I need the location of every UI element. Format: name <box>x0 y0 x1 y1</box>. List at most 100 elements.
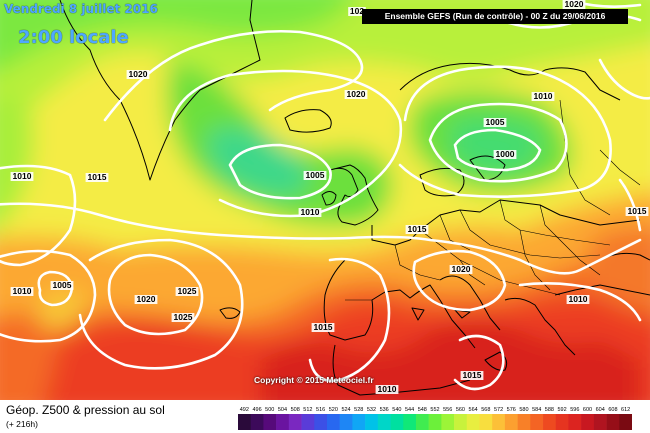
isobar-labels: 1020 1020 1010 1015 1005 1010 1005 1000 1010 1020… <box>10 0 649 394</box>
scale-swatch <box>276 414 290 430</box>
scale-swatch <box>454 414 468 430</box>
scale-tick-label: 528 <box>354 407 363 413</box>
scale-tick-label: 512 <box>303 407 312 413</box>
scale-swatch <box>314 414 328 430</box>
isobar-label-bg <box>375 385 399 394</box>
scale-tick-label: 532 <box>367 407 376 413</box>
scale-swatch <box>517 414 531 430</box>
isobar-label-bg <box>531 92 555 101</box>
scale-swatch <box>441 414 455 430</box>
isobar-label: 1015 <box>408 224 427 234</box>
scale-tick-label: 604 <box>596 407 605 413</box>
isobar-label-bg <box>493 150 517 159</box>
scale-tick-label: 520 <box>329 407 338 413</box>
isobar-label: 1005 <box>306 170 325 180</box>
isobar-label-bg <box>566 295 590 304</box>
isobar-label-bg <box>449 265 473 274</box>
copyright-notice: Copyright © 2015 Meteociel.fr <box>254 375 374 385</box>
color-scale: 492 496 500 504 508 512 516 520 524 528 532 536 540 5… <box>238 407 632 430</box>
scale-tick-label: 584 <box>532 407 541 413</box>
scale-tick-label: 592 <box>558 407 567 413</box>
geopotential-field <box>0 0 650 400</box>
isobar-label: 1000 <box>496 149 515 159</box>
isobar-label: 1015 <box>88 172 107 182</box>
scale-swatch <box>301 414 315 430</box>
scale-swatch <box>606 414 620 430</box>
scale-swatch <box>365 414 379 430</box>
isobar-label-bg <box>85 173 109 182</box>
isobar-label-bg <box>10 172 34 181</box>
scale-tick-label: 596 <box>570 407 579 413</box>
isobar-label-bg <box>460 371 484 380</box>
scale-swatch <box>543 414 557 430</box>
isobar-label-bg <box>50 281 74 290</box>
scale-tick-label: 544 <box>405 407 414 413</box>
isobar-label: 1005 <box>486 117 505 127</box>
scale-tick-label: 556 <box>443 407 452 413</box>
scale-swatch <box>326 414 340 430</box>
scale-swatch <box>403 414 417 430</box>
scale-swatch <box>530 414 544 430</box>
isobar-label: 1020 <box>347 89 366 99</box>
scale-tick-label: 580 <box>519 407 528 413</box>
scale-swatch <box>238 414 252 430</box>
legend-title: Géop. Z500 & pression au sol <box>6 403 165 417</box>
isobar-label: 1025 <box>174 312 193 322</box>
isobar-label: 1005 <box>53 280 72 290</box>
isobar-label: 1015 <box>463 370 482 380</box>
isobar-label-bg <box>298 208 322 217</box>
scale-tick-label: 508 <box>291 407 300 413</box>
scale-swatch <box>288 414 302 430</box>
isobar-label: 1010 <box>378 384 397 394</box>
scale-swatch <box>568 414 582 430</box>
scale-tick-label: 524 <box>341 407 350 413</box>
isobar-label: 1010 <box>534 91 553 101</box>
scale-tick-label: 588 <box>545 407 554 413</box>
isobar-label-bg <box>311 323 335 332</box>
scale-tick-label: 560 <box>456 407 465 413</box>
scale-swatch <box>390 414 404 430</box>
isobar-label-bg <box>126 70 150 79</box>
isobar-label: 1020 <box>565 0 584 9</box>
scale-tick-label: 540 <box>392 407 401 413</box>
scale-swatch <box>479 414 493 430</box>
borders <box>345 99 641 301</box>
isobar-label-bg <box>134 295 158 304</box>
scale-swatch <box>250 414 264 430</box>
weather-map: 1020 1020 1010 1015 1005 1010 1005 1000 1010 1020… <box>0 0 650 400</box>
scale-tick-label: 536 <box>380 407 389 413</box>
scale-tick-label: 568 <box>481 407 490 413</box>
scale-tick-label: 572 <box>494 407 503 413</box>
scale-tick-label: 492 <box>240 407 249 413</box>
scale-swatch <box>619 414 632 430</box>
scale-swatch <box>339 414 353 430</box>
isobar-label-bg <box>344 90 368 99</box>
isobar-label: 1015 <box>628 206 647 216</box>
isobar-label-bg <box>175 287 199 296</box>
isobar-label-bg <box>10 287 34 296</box>
scale-swatch <box>466 414 480 430</box>
scale-swatch <box>555 414 569 430</box>
scale-swatch <box>263 414 277 430</box>
scale-tick-label: 496 <box>252 407 261 413</box>
isobar-label: 1025 <box>178 286 197 296</box>
isobar-label: 1020 <box>452 264 471 274</box>
scale-tick-label: 552 <box>430 407 439 413</box>
scale-tick-label: 564 <box>469 407 478 413</box>
scale-tick-label: 504 <box>278 407 287 413</box>
isobar-label: 1010 <box>13 171 32 181</box>
isobar-label-bg <box>348 7 366 16</box>
scale-tick-label: 516 <box>316 407 325 413</box>
scale-swatch <box>415 414 429 430</box>
isobar-label-bg <box>171 313 195 322</box>
scale-tick-label: 500 <box>265 407 274 413</box>
isobar-label-bg <box>625 207 649 216</box>
time-label: 2:00 locale <box>18 27 129 48</box>
legend-forecast-hour: (+ 216h) <box>6 419 38 429</box>
isobar-label-bg <box>303 171 327 180</box>
isobar-label: 1010 <box>569 294 588 304</box>
isobar-label: 1020 <box>129 69 148 79</box>
scale-swatch <box>492 414 506 430</box>
scale-tick-label: 548 <box>418 407 427 413</box>
isobar-label: 1010 <box>13 286 32 296</box>
